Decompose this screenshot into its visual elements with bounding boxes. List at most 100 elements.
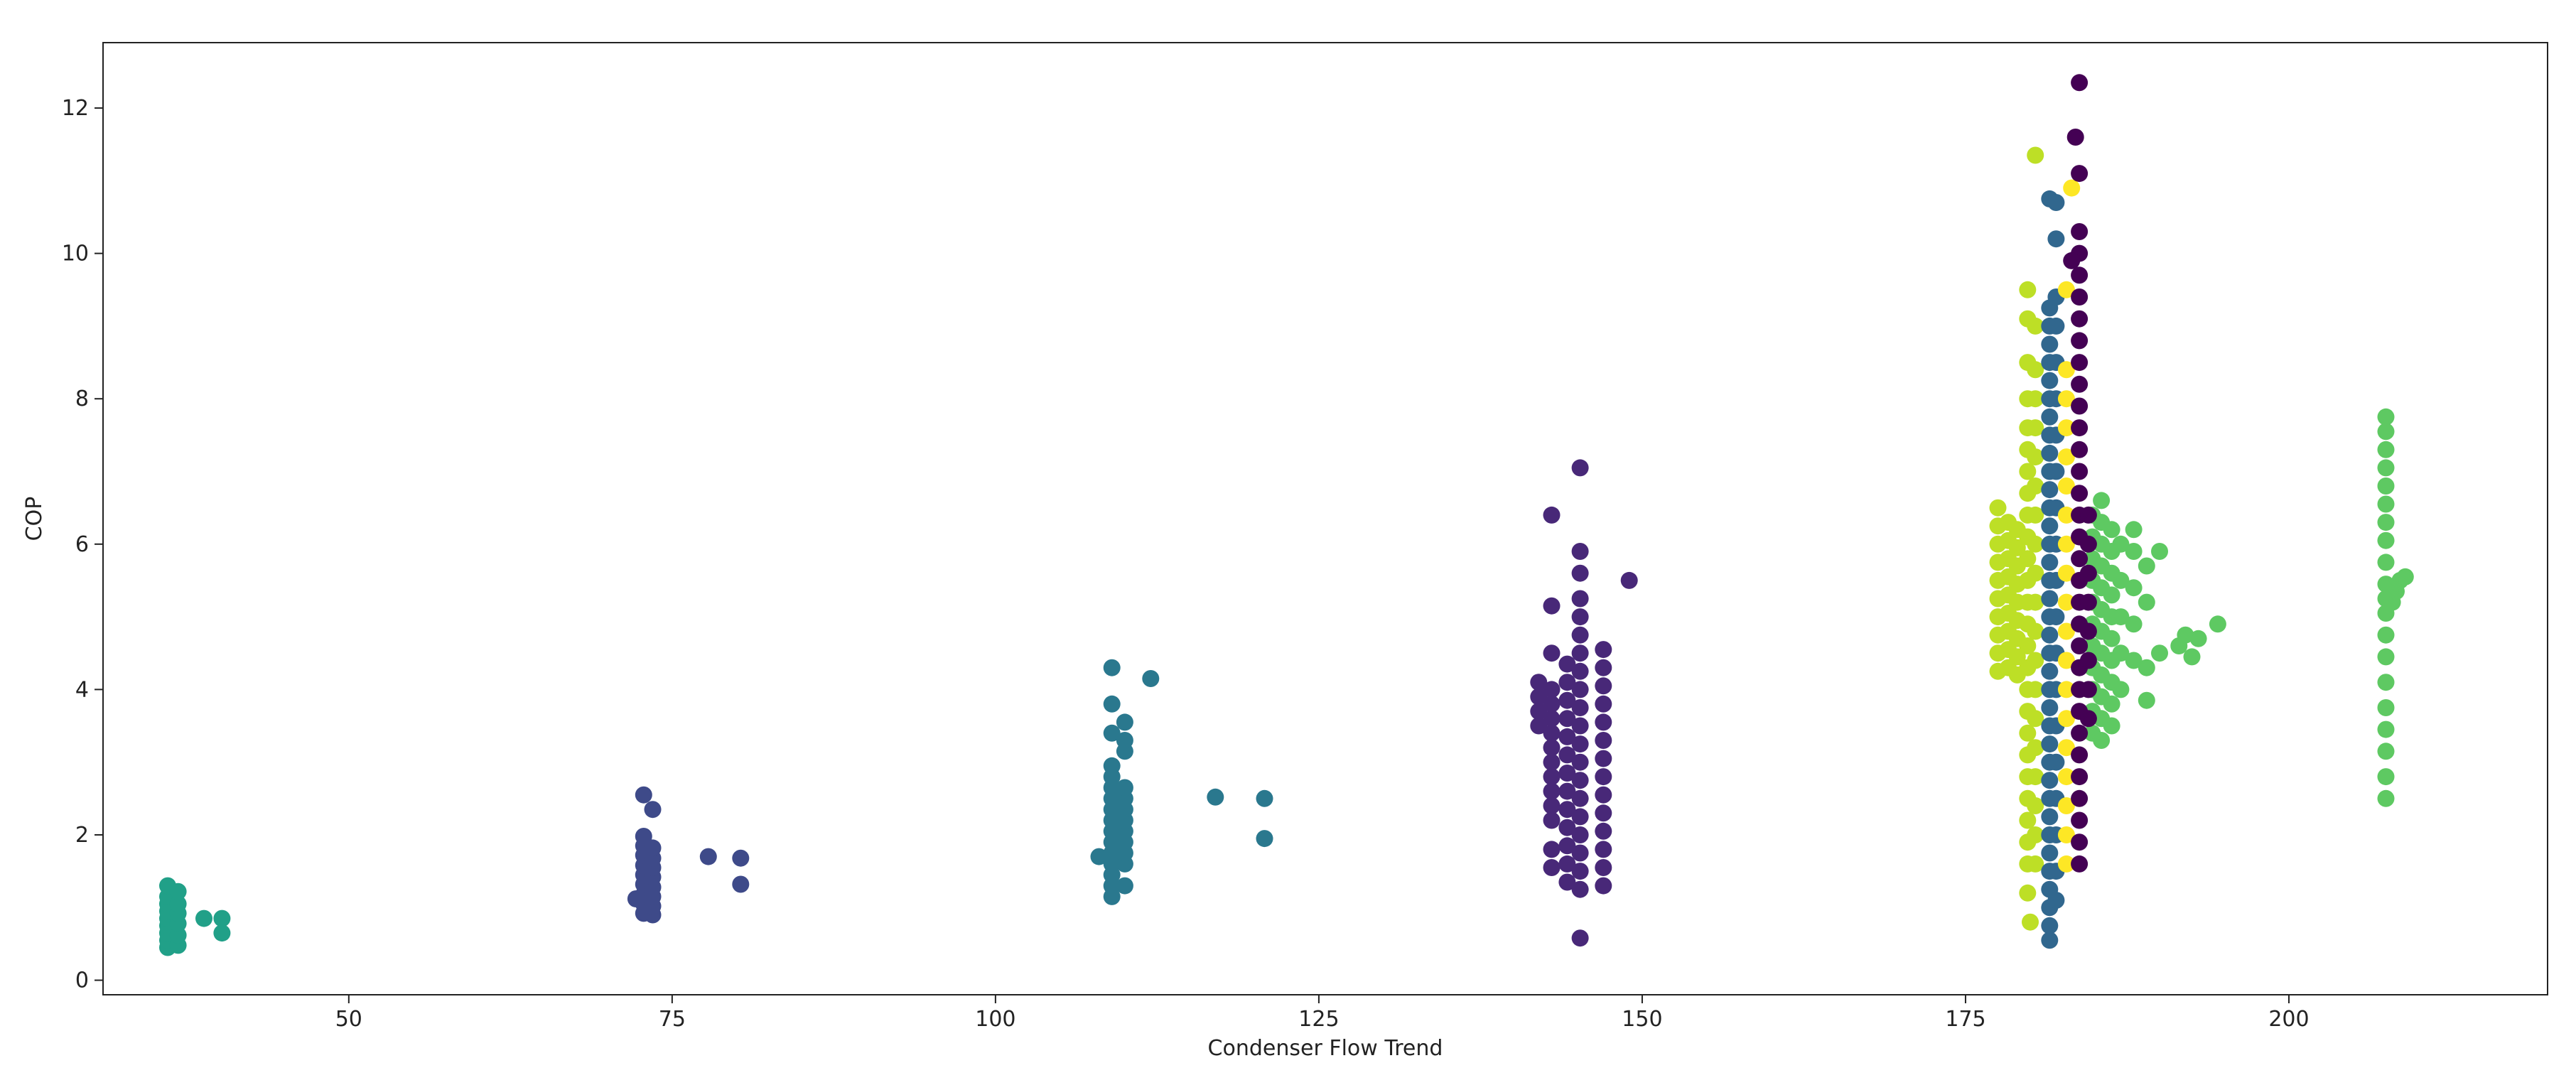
data-point	[1571, 608, 1589, 626]
data-point	[1530, 717, 1548, 735]
data-point	[1595, 877, 1612, 895]
data-point	[2041, 808, 2059, 826]
data-point	[1595, 786, 1612, 804]
data-point	[2027, 826, 2044, 843]
data-point	[2125, 615, 2143, 633]
data-point	[213, 909, 231, 927]
y-tick-label: 2	[75, 823, 89, 848]
data-point	[1595, 659, 1612, 676]
data-point	[1571, 644, 1589, 662]
data-point	[2008, 539, 2026, 556]
data-point	[2019, 637, 2037, 654]
data-point	[1103, 757, 1121, 774]
data-point	[2047, 753, 2065, 771]
data-point	[1571, 929, 1589, 947]
x-tick-label: 200	[2268, 1007, 2309, 1032]
data-point	[2377, 720, 2395, 738]
data-point	[2112, 681, 2130, 698]
data-point	[644, 839, 662, 857]
data-point	[1530, 674, 1548, 691]
data-point	[2377, 768, 2395, 786]
data-point	[1595, 695, 1612, 713]
data-point	[1571, 844, 1589, 862]
x-axis-title: Condenser Flow Trend	[1208, 1036, 1443, 1061]
data-point	[2041, 844, 2059, 862]
data-point	[2071, 165, 2089, 183]
data-point	[2019, 463, 2037, 480]
data-point	[1103, 695, 1121, 713]
x-tick-label: 75	[659, 1007, 686, 1032]
y-tick-label: 10	[62, 242, 89, 266]
data-point	[2071, 354, 2089, 372]
data-point	[1558, 782, 1576, 800]
data-point	[2071, 833, 2089, 851]
data-point	[1595, 841, 1612, 858]
data-point	[2396, 568, 2414, 585]
data-point	[2377, 514, 2395, 531]
data-point	[2125, 652, 2143, 669]
data-point	[1571, 753, 1589, 771]
x-tick-label: 125	[1298, 1007, 1339, 1032]
x-tick-label: 175	[1945, 1007, 1985, 1032]
data-point	[2057, 797, 2075, 814]
data-point	[2057, 739, 2075, 757]
data-point	[1571, 772, 1589, 789]
data-point	[169, 882, 187, 900]
data-point	[2079, 622, 2097, 640]
data-point	[2019, 281, 2037, 298]
data-point	[2057, 506, 2075, 524]
data-point	[1571, 459, 1589, 477]
data-point	[195, 909, 212, 927]
data-point	[1558, 837, 1576, 855]
data-point	[2138, 691, 2155, 709]
data-point	[2079, 535, 2097, 553]
data-point	[1558, 819, 1576, 836]
data-point	[2209, 615, 2226, 633]
data-point	[1090, 848, 1108, 865]
y-tick-label: 4	[75, 677, 89, 702]
data-point	[2377, 441, 2395, 458]
data-point	[1595, 677, 1612, 695]
data-point	[1558, 655, 1576, 673]
data-point	[2047, 230, 2065, 248]
data-point	[2027, 797, 2044, 814]
data-point	[2057, 281, 2075, 298]
data-point	[1571, 826, 1589, 843]
data-point	[2057, 710, 2075, 728]
data-point	[2071, 419, 2089, 437]
data-point	[2057, 652, 2075, 669]
data-point	[2079, 506, 2097, 524]
data-point	[2027, 419, 2044, 437]
data-point	[2057, 477, 2075, 495]
y-tick-label: 8	[75, 387, 89, 411]
data-point	[1256, 830, 1273, 848]
data-point	[2063, 179, 2081, 197]
data-point	[2027, 361, 2044, 379]
x-tick-label: 50	[335, 1007, 362, 1032]
data-point	[2027, 317, 2044, 335]
data-point	[2063, 252, 2081, 269]
data-point	[1543, 506, 1561, 524]
data-point	[2377, 554, 2395, 571]
data-point	[2377, 626, 2395, 644]
data-point	[1543, 681, 1561, 698]
data-point	[2057, 535, 2075, 553]
data-point	[2047, 194, 2065, 211]
data-point	[2027, 146, 2044, 164]
data-point	[699, 848, 717, 865]
data-point	[2022, 913, 2039, 931]
data-point	[1595, 859, 1612, 876]
data-point	[2027, 535, 2044, 553]
data-point	[2112, 608, 2130, 626]
data-point	[2071, 768, 2089, 786]
data-point	[1571, 590, 1589, 608]
data-point	[1571, 717, 1589, 735]
data-point	[2047, 892, 2065, 909]
data-point	[1571, 863, 1589, 880]
data-point	[1571, 662, 1589, 680]
data-point	[2071, 746, 2089, 764]
data-point	[169, 895, 187, 913]
data-point	[2151, 644, 2168, 662]
data-point	[2027, 681, 2044, 698]
data-point	[2377, 648, 2395, 666]
